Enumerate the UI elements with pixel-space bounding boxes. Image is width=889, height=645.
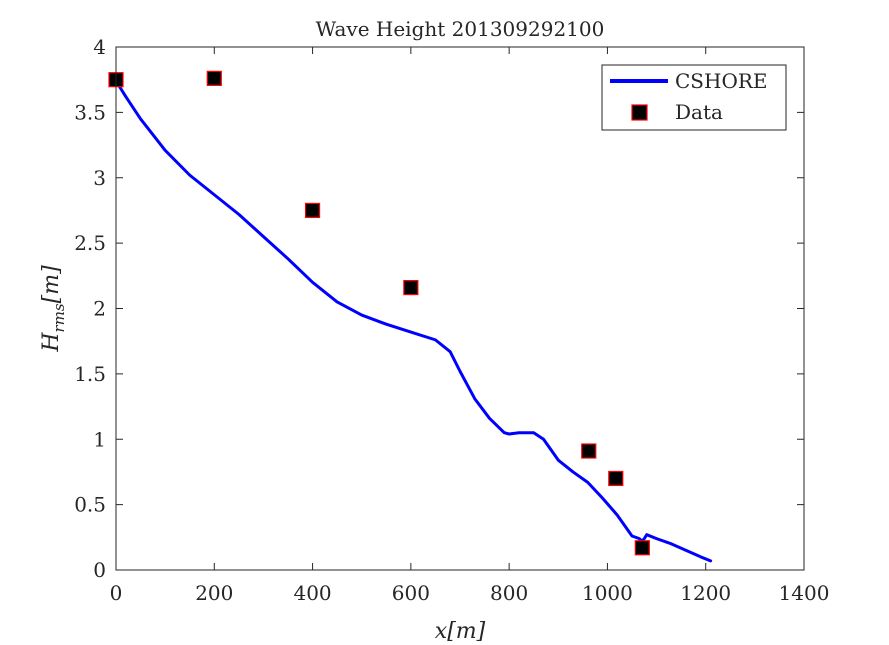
data-point (634, 540, 650, 556)
data-point (403, 279, 419, 296)
legend-label-cshore: CSHORE (675, 69, 768, 93)
x-tick-label: 400 (293, 581, 331, 605)
y-tick-labels: 0 0.5 1 1.5 2 2.5 3 3.5 4 (74, 35, 106, 582)
x-tick-label: 600 (392, 581, 430, 605)
x-axis-label: x[m] (435, 619, 486, 644)
y-tick-label: 2 (93, 297, 106, 321)
data-point (304, 202, 321, 219)
data-point (206, 70, 222, 86)
x-tick-label: 1200 (680, 581, 731, 605)
x-tick-label: 0 (110, 581, 123, 605)
chart-title: Wave Height 201309292100 (316, 17, 605, 41)
x-tick-label: 1400 (779, 581, 830, 605)
legend: CSHORE Data (601, 64, 787, 131)
x-tick-label: 1000 (582, 581, 633, 605)
y-axis-label-unit: [m] (39, 265, 64, 303)
y-tick-label: 0.5 (74, 493, 106, 517)
series-line-cshore (114, 79, 713, 563)
x-tick-label: 800 (490, 581, 528, 605)
legend-label-data: Data (675, 100, 723, 124)
y-tick-label: 2.5 (74, 231, 106, 255)
x-tick-label: 200 (195, 581, 233, 605)
y-tick-label: 0 (93, 558, 106, 582)
y-tick-label: 1.5 (74, 362, 106, 386)
axes-background (116, 47, 804, 570)
legend-marker-swatch (631, 104, 648, 121)
y-axis-label: Hrms[m] (39, 265, 68, 353)
data-point (581, 443, 597, 459)
x-tick-labels: 0 200 400 600 800 1000 1200 1400 (110, 581, 830, 605)
y-axis-label-base: H (39, 332, 64, 353)
y-tick-label: 1 (93, 427, 106, 451)
y-tick-label: 3.5 (74, 100, 106, 124)
data-point (608, 470, 624, 487)
y-tick-label: 3 (93, 166, 106, 190)
y-tick-label: 4 (93, 35, 106, 59)
y-axis-label-subscript: rms (50, 303, 68, 332)
axes-frame (115, 46, 805, 571)
